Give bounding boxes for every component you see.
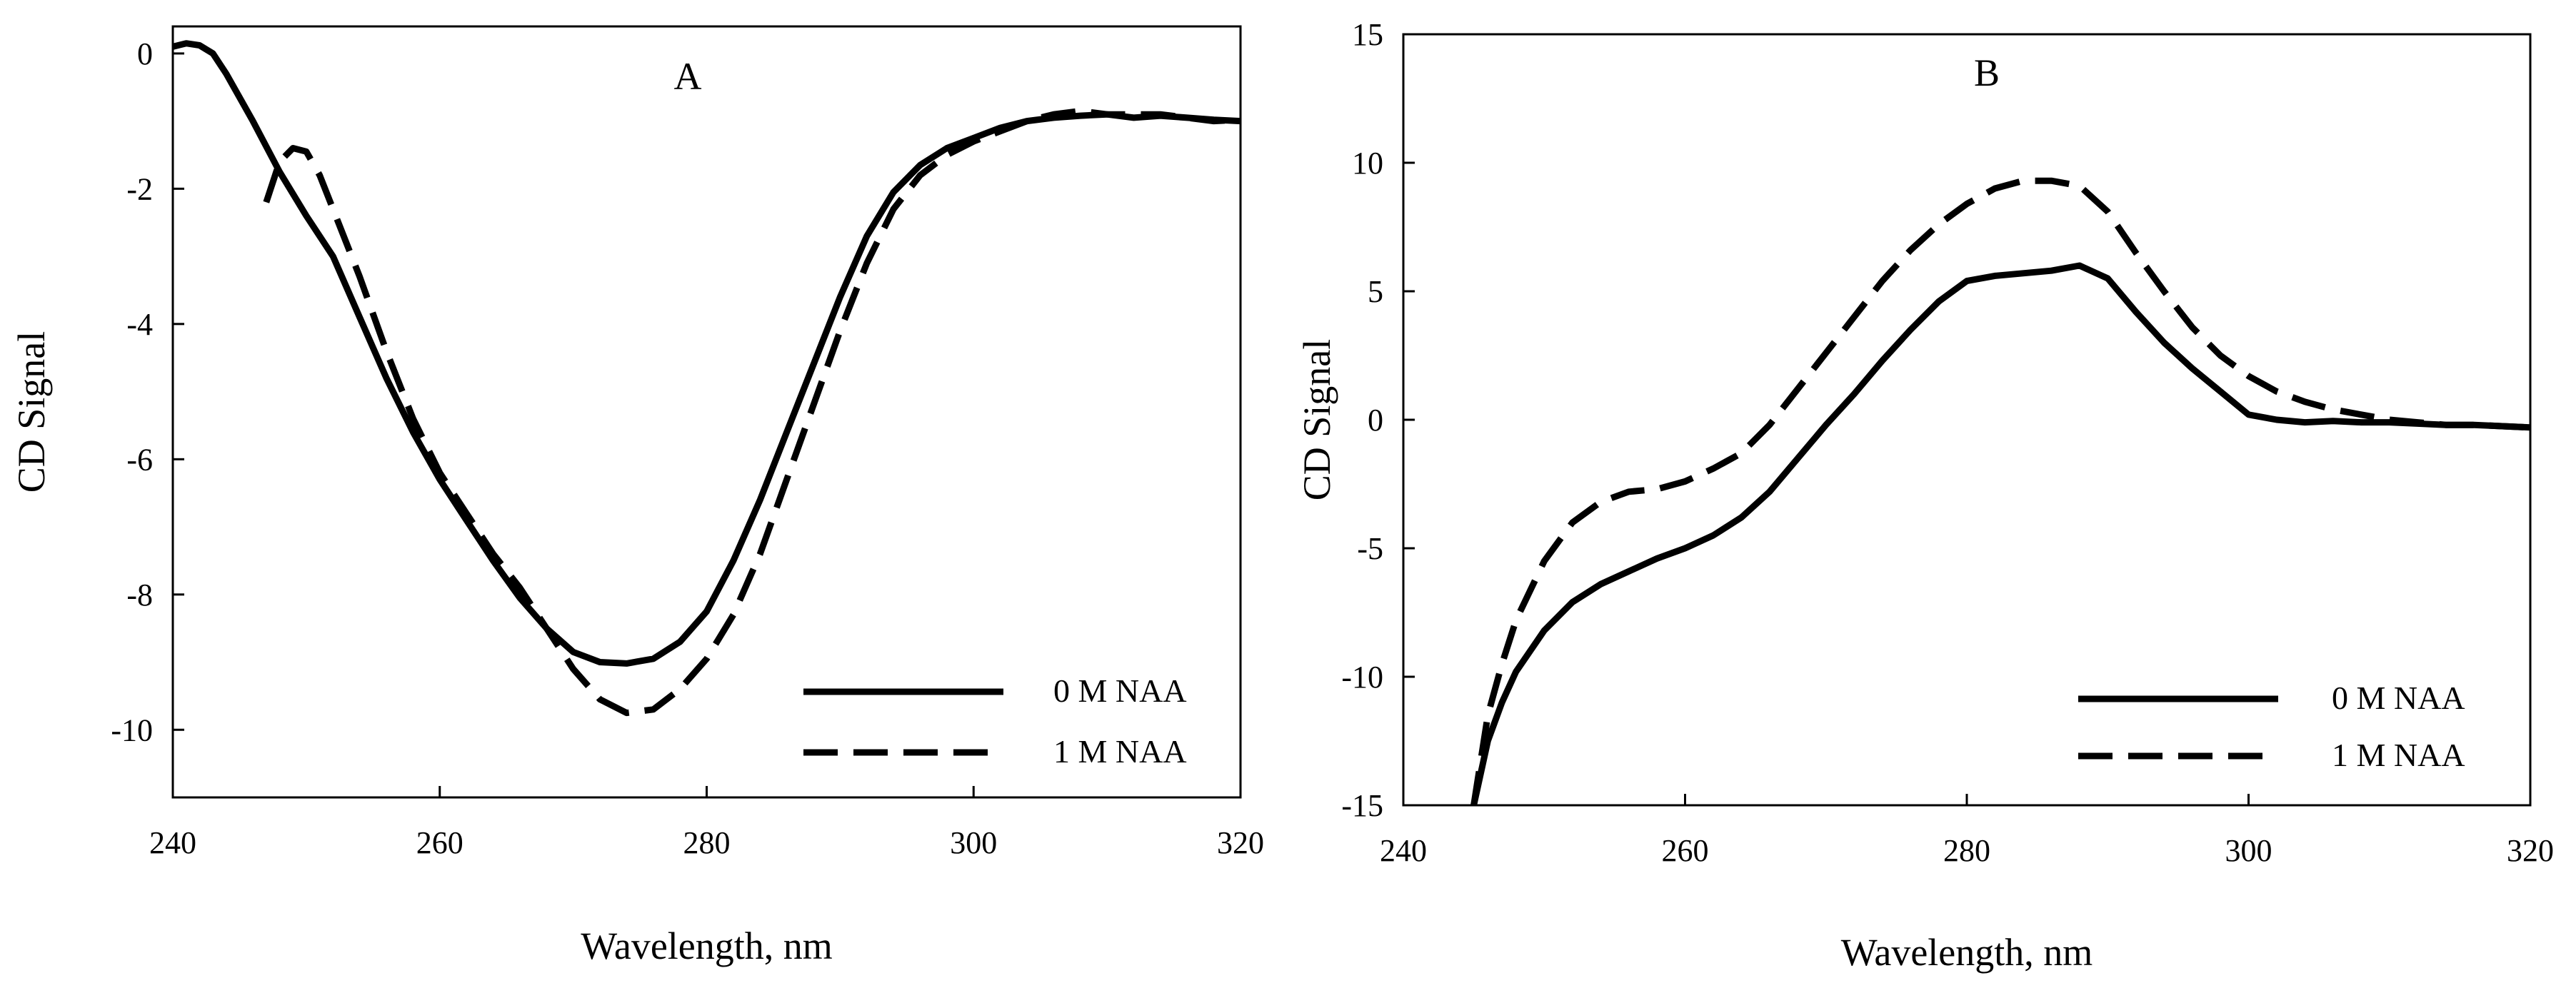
y-tick-label: 5: [1368, 274, 1383, 309]
series-line-solid: [171, 40, 1241, 667]
y-tick-label: -10: [1341, 660, 1383, 695]
panel-b: 240 260 280 300 320 15 10 5 0 -5 -10 -15 Wavelength,…: [1295, 17, 2554, 974]
series-line-dashed: [1470, 177, 2531, 806]
x-axis-title: Wavelength, nm: [1841, 931, 2093, 974]
x-tick-label: 300: [950, 825, 997, 860]
x-tick-label: 260: [1662, 833, 1709, 868]
x-tick-label: 240: [1380, 833, 1427, 868]
x-tick-label: 300: [2225, 833, 2272, 868]
legend-label: 1 M NAA: [2332, 737, 2465, 773]
y-tick-label: -15: [1341, 788, 1383, 823]
y-tick-label: -5: [1357, 531, 1383, 566]
y-axis-title: CD Signal: [10, 331, 53, 493]
y-tick-label: 10: [1352, 146, 1383, 181]
series-line-solid: [1470, 262, 2531, 806]
y-tick-label: -6: [126, 442, 153, 477]
y-tick-label: -10: [111, 712, 153, 747]
panel-a: 240 260 280 300 320 0 -2 -4 -6 -8 -10 Wavelength, n…: [10, 25, 1264, 967]
x-tick-label: 320: [1217, 825, 1264, 860]
x-tick-label: 280: [1943, 833, 1990, 868]
series-line-dashed: [263, 107, 1241, 717]
y-tick-label: -4: [126, 307, 153, 342]
y-tick-label: 0: [1368, 403, 1383, 438]
panel-label: A: [674, 55, 702, 98]
legend-label: 0 M NAA: [1053, 672, 1187, 709]
legend-label: 0 M NAA: [2332, 680, 2465, 716]
y-tick-label: -2: [126, 171, 153, 206]
y-tick-label: -8: [126, 578, 153, 613]
panel-label: B: [1974, 51, 2000, 94]
x-tick-label: 280: [683, 825, 731, 860]
x-tick-label: 320: [2507, 833, 2554, 868]
y-axis-title: CD Signal: [1295, 339, 1338, 501]
y-tick-label: 15: [1352, 17, 1383, 52]
x-tick-label: 240: [149, 825, 196, 860]
x-tick-label: 260: [416, 825, 463, 860]
y-tick-label: 0: [137, 36, 153, 71]
legend-label: 1 M NAA: [1053, 733, 1187, 770]
x-axis-title: Wavelength, nm: [581, 924, 833, 967]
